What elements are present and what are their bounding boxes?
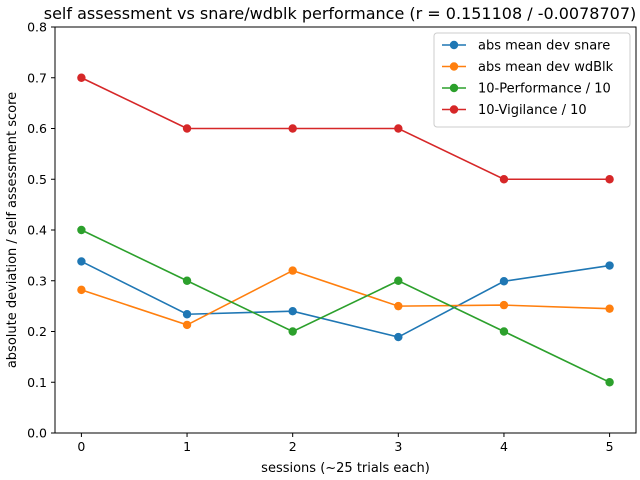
data-point	[77, 285, 86, 295]
series-1	[77, 266, 614, 330]
data-point	[288, 307, 297, 316]
series-3	[77, 73, 614, 184]
y-tick-label: 0.6	[27, 121, 47, 136]
legend-item: 10-Vigilance / 10	[442, 103, 587, 118]
y-tick-label: 0.5	[27, 172, 47, 187]
data-point	[394, 332, 403, 342]
data-point	[499, 175, 509, 184]
y-tick-label: 0.0	[27, 426, 47, 441]
legend-marker	[449, 105, 459, 114]
data-point	[499, 300, 509, 310]
y-tick-label: 0.4	[27, 223, 47, 238]
data-point	[77, 73, 86, 82]
legend-item: 10-Performance / 10	[442, 82, 611, 97]
y-axis-label: absolute deviation / self assessment sco…	[5, 92, 20, 368]
y-tick-label: 0.7	[27, 70, 47, 85]
data-point	[605, 261, 614, 270]
x-tick-label: 2	[289, 439, 297, 454]
legend-marker	[449, 40, 459, 50]
data-point	[288, 327, 297, 336]
series-line	[81, 269, 610, 326]
legend-box	[433, 32, 631, 128]
x-axis-label: sessions (~25 trials each)	[261, 461, 430, 476]
x-tick-label: 5	[606, 439, 614, 454]
legend-label: abs mean dev wdBlk	[478, 60, 614, 75]
data-point	[288, 266, 297, 275]
series-line	[81, 77, 610, 181]
legend-marker	[449, 83, 459, 93]
data-point	[605, 304, 614, 313]
data-point	[288, 124, 297, 133]
data-point	[182, 276, 192, 285]
legend-item: abs mean dev wdBlk	[442, 60, 614, 75]
data-point	[182, 124, 192, 133]
y-tick-label: 0.2	[27, 324, 47, 339]
legend: abs mean dev snare abs mean dev wdBlk 10-P…	[433, 32, 631, 128]
data-point	[605, 378, 614, 387]
x-axis: 0 1 2 3 4 5	[77, 433, 614, 454]
data-point	[499, 277, 509, 286]
data-point	[77, 257, 86, 266]
data-point	[182, 320, 192, 330]
legend-marker	[449, 62, 459, 71]
y-tick-label: 0.8	[27, 20, 47, 35]
legend-label: 10-Vigilance / 10	[478, 103, 587, 118]
y-tick-label: 0.1	[27, 375, 47, 390]
x-tick-label: 4	[500, 439, 508, 454]
legend-label: abs mean dev snare	[478, 39, 610, 54]
data-point	[394, 301, 403, 311]
series-2	[77, 225, 614, 387]
data-point	[77, 225, 86, 235]
chart-title: self assessment vs snare/wdblk performan…	[44, 4, 637, 23]
series-line	[81, 260, 610, 338]
data-point	[394, 124, 403, 133]
series-line	[81, 229, 610, 383]
x-tick-label: 0	[77, 439, 85, 454]
legend-label: 10-Performance / 10	[478, 82, 611, 97]
data-point	[394, 276, 403, 285]
series-0	[77, 257, 614, 342]
series-layer	[77, 73, 614, 387]
data-point	[182, 310, 192, 319]
data-point	[499, 327, 509, 336]
x-tick-label: 1	[183, 439, 191, 454]
legend-item: abs mean dev snare	[442, 39, 610, 54]
data-point	[605, 175, 614, 184]
y-tick-label: 0.3	[27, 273, 47, 288]
y-axis: 0.0 0.1 0.2 0.3 0.4 0.5 0.6 0.7 0.8	[27, 20, 55, 441]
x-tick-label: 3	[394, 439, 402, 454]
